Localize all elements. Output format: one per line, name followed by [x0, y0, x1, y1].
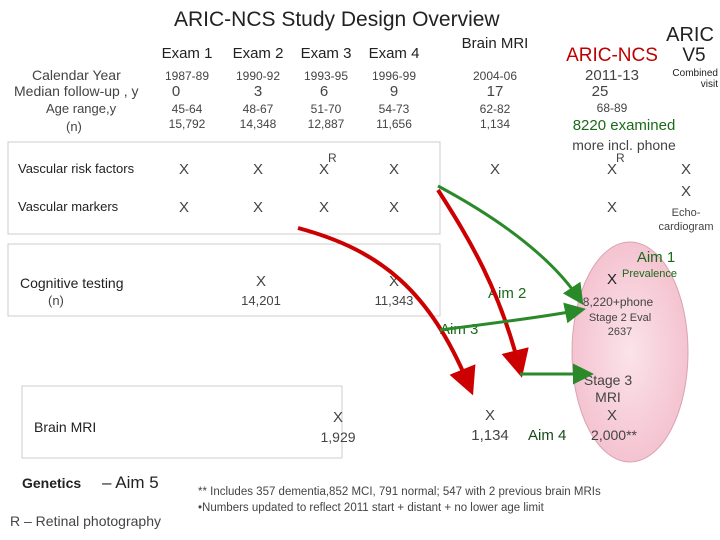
age-exam1: 45-64	[171, 102, 203, 116]
vascular-box	[7, 141, 441, 235]
phone-count: 8,220+phone	[582, 295, 654, 309]
aim1-ellipse	[571, 241, 689, 463]
n-exam1: 15,792	[168, 117, 206, 131]
cog-exam4-n: 11,343	[374, 293, 414, 308]
header-aric: ARIC	[666, 24, 714, 46]
label-brain-mri: Brain MRI	[34, 419, 97, 435]
aim1-arrow	[437, 184, 584, 305]
examined-phone: more incl. phone	[572, 137, 676, 153]
n-exam3: 12,887	[307, 117, 345, 131]
label-median-followup: Median follow-up , y	[14, 83, 139, 99]
stage2-count: 2637	[607, 326, 633, 338]
header-exam4: Exam 4	[368, 45, 420, 62]
vm-combined-mark: X	[680, 183, 692, 200]
vrf-brain-mri-mark: X	[489, 161, 501, 178]
age-exam4: 54-73	[378, 102, 410, 116]
age-exam3: 51-70	[310, 102, 342, 116]
header-brain-mri: Brain MRI	[461, 35, 529, 52]
mri-brain-mri-mark: X	[484, 407, 496, 424]
mri-exam3-mark: X	[332, 409, 344, 426]
vrf-exam3-retinal-mark: R	[328, 151, 337, 165]
n-brain-mri: 1,134	[479, 117, 511, 131]
footnote-2: •Numbers updated to reflect 2011 start +…	[198, 502, 544, 514]
combined-visit-note: Combined visit	[672, 68, 718, 90]
followup-brain-mri: 17	[486, 83, 504, 100]
year-exam3: 1993-95	[303, 69, 349, 83]
vrf-exam4-mark: X	[388, 161, 400, 178]
vm-v5-mark: X	[606, 199, 618, 216]
label-vascular-risk: Vascular risk factors	[18, 161, 135, 176]
cog-exam4-mark: X	[388, 273, 400, 290]
n-exam2: 14,348	[239, 117, 277, 131]
vrf-combined-mark: X	[680, 161, 692, 178]
stage3-mark: X	[606, 407, 618, 424]
echocardiogram-label: Echo-cardiogram	[658, 207, 714, 233]
label-genetics: Genetics	[22, 475, 82, 491]
cog-exam2-n: 14,201	[241, 293, 281, 308]
header-exam1: Exam 1	[161, 45, 213, 62]
aim2-arrow	[436, 188, 529, 378]
label-cognitive-n: (n)	[48, 293, 64, 308]
vrf-v5-mark: X	[606, 161, 618, 178]
followup-exam4: 9	[389, 83, 399, 100]
age-brain-mri: 62-82	[479, 102, 511, 116]
header-exam3: Exam 3	[300, 45, 352, 62]
year-v5: 2011-13	[585, 67, 639, 84]
year-brain-mri: 2004-06	[472, 69, 518, 83]
year-exam4: 1996-99	[371, 69, 417, 83]
vrf-exam3-mark: X	[318, 161, 330, 178]
followup-v5: 25	[591, 83, 609, 100]
label-calendar-year: Calendar Year	[32, 67, 121, 83]
label-retinal-photography: R – Retinal photography	[10, 513, 161, 529]
vrf-v5-retinal-mark: R	[616, 151, 625, 165]
mri-exam3-n: 1,929	[320, 429, 356, 445]
followup-exam3: 6	[319, 83, 329, 100]
age-v5: 68-89	[596, 101, 628, 115]
vrf-exam1-mark: X	[178, 161, 190, 178]
label-age-range: Age range,y	[46, 101, 117, 116]
header-exam2: Exam 2	[232, 45, 284, 62]
vm-exam1-mark: X	[178, 199, 190, 216]
aim4-label: Aim 4	[528, 427, 567, 444]
aim4-arrow-cog	[439, 302, 586, 332]
label-n: (n)	[66, 119, 82, 134]
year-exam2: 1990-92	[235, 69, 281, 83]
age-exam2: 48-67	[242, 102, 274, 116]
header-aric-ncs: ARIC-NCS	[566, 45, 658, 66]
stage3-count: 2,000**	[591, 427, 637, 443]
year-exam1: 1987-89	[164, 69, 210, 83]
label-vascular-markers: Vascular markers	[18, 199, 119, 214]
vm-exam2-mark: X	[252, 199, 264, 216]
vm-exam3-mark: X	[318, 199, 330, 216]
vm-exam4-mark: X	[388, 199, 400, 216]
stage2-label: Stage 2 Eval	[588, 312, 652, 324]
followup-exam2: 3	[253, 83, 263, 100]
aim3-arrow	[297, 226, 476, 396]
n-exam4: 11,656	[376, 117, 412, 131]
footnote-1: ** Includes 357 dementia,852 MCI, 791 no…	[198, 486, 601, 498]
page-title: ARIC-NCS Study Design Overview	[174, 8, 500, 31]
label-genetics-aim5: – Aim 5	[102, 473, 159, 492]
mri-brain-mri-n: 1,134	[471, 427, 509, 444]
brain-mri-box	[21, 385, 343, 459]
followup-exam1: 0	[171, 83, 181, 100]
aim1-label: Aim 1	[636, 249, 676, 266]
examined-count: 8220 examined	[572, 117, 676, 134]
header-v5: V5	[682, 45, 706, 66]
cog-exam2-mark: X	[255, 273, 267, 290]
label-cognitive-testing: Cognitive testing	[20, 275, 124, 291]
vrf-exam2-mark: X	[252, 161, 264, 178]
prevalence-label: Prevalence	[622, 268, 678, 280]
aim1-mark: X	[606, 271, 618, 288]
stage3-label: Stage 3 MRI	[583, 372, 633, 405]
